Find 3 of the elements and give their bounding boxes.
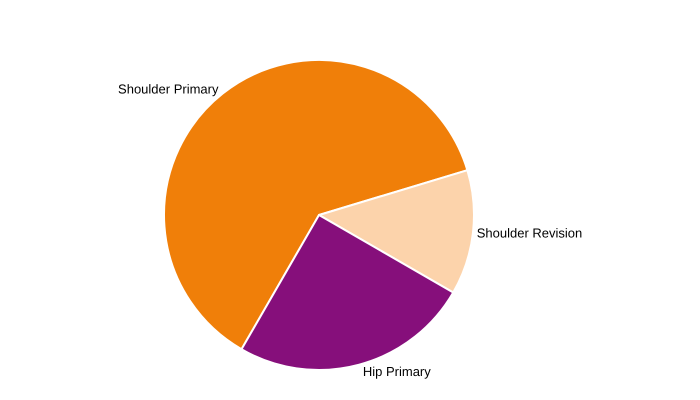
slice-label: Shoulder Revision (476, 225, 582, 240)
slice-label: Hip Primary (362, 364, 432, 380)
slice-label: Shoulder Primary (118, 81, 219, 96)
